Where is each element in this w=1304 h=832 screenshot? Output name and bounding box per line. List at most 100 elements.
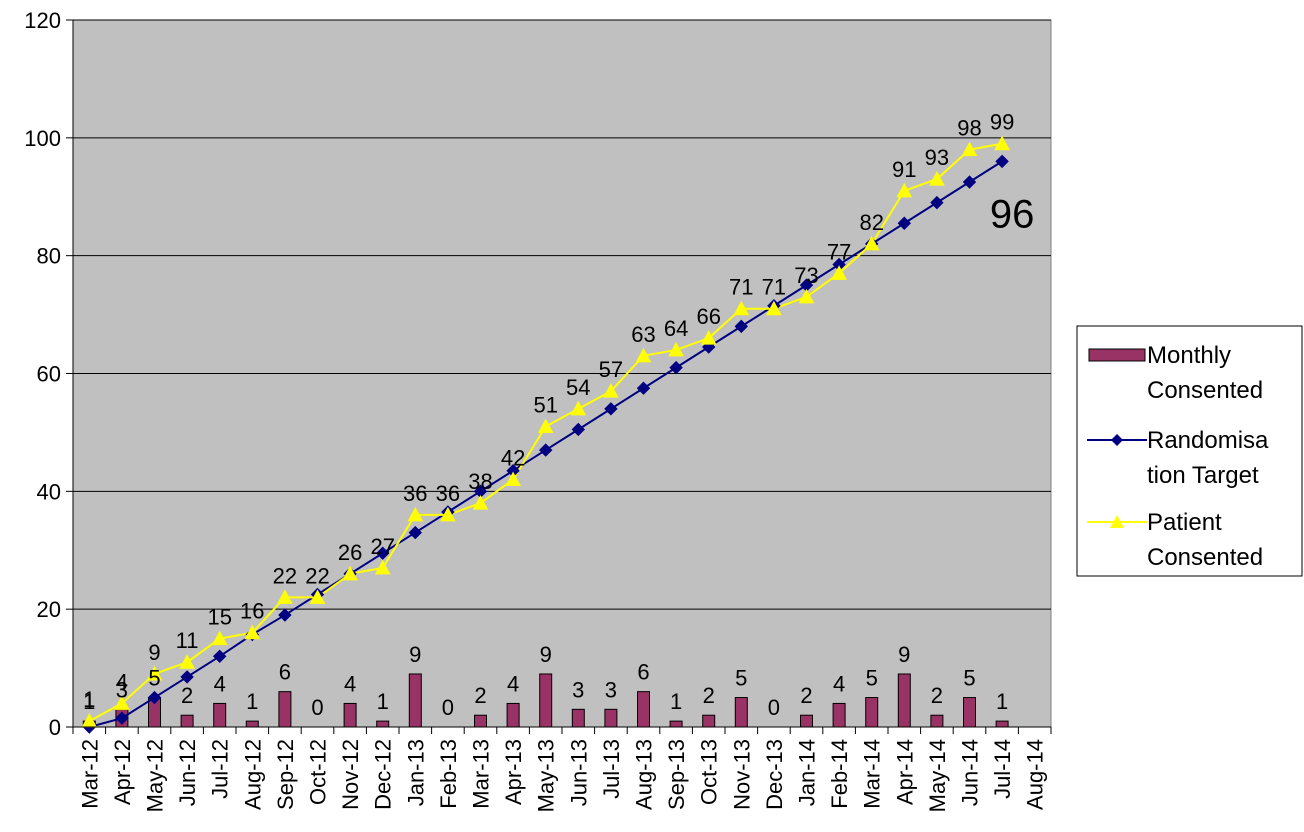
consented-value-label: 16 bbox=[240, 599, 264, 624]
consented-value-label: 26 bbox=[338, 540, 362, 565]
consented-value-label: 51 bbox=[533, 393, 557, 418]
y-tick-label: 40 bbox=[37, 479, 61, 504]
target-point bbox=[604, 402, 618, 416]
x-tick-label: Mar-13 bbox=[469, 739, 494, 809]
consented-value-label: 91 bbox=[892, 157, 916, 182]
consented-value-label: 93 bbox=[925, 145, 949, 170]
bar bbox=[930, 714, 944, 728]
consented-value-label: 36 bbox=[403, 481, 427, 506]
bar bbox=[963, 697, 976, 728]
y-tick-label: 100 bbox=[24, 126, 61, 151]
x-tick-label: Aug-12 bbox=[240, 739, 265, 810]
y-tick-label: 0 bbox=[49, 715, 61, 740]
x-tick-label: Aug-14 bbox=[1023, 739, 1048, 810]
consented-point bbox=[603, 383, 619, 398]
legend-items: Monthly Consented Randomisa tion Target Pati… bbox=[1087, 342, 1269, 571]
target-point bbox=[734, 319, 749, 334]
bar-value-label: 5 bbox=[866, 666, 878, 691]
x-tick-label: May-14 bbox=[925, 739, 950, 812]
bar-value-label: 3 bbox=[605, 677, 617, 702]
bar-value-label: 6 bbox=[279, 660, 291, 685]
consented-point bbox=[831, 265, 847, 280]
consented-value-label: 57 bbox=[599, 357, 623, 382]
legend-label: Consented bbox=[1147, 377, 1263, 404]
target-point bbox=[408, 525, 423, 540]
x-tick-label: Oct-13 bbox=[697, 739, 722, 805]
x-tick-label: Feb-14 bbox=[827, 739, 852, 809]
consented-point bbox=[472, 495, 489, 510]
consented-value-label: 38 bbox=[468, 469, 492, 494]
legend-label: Consented bbox=[1147, 544, 1263, 571]
bar bbox=[637, 691, 650, 728]
legend-label: Monthly bbox=[1147, 342, 1231, 369]
x-tick-label: Feb-13 bbox=[436, 739, 461, 809]
consented-value-label: 73 bbox=[794, 263, 818, 288]
bar-value-label: 0 bbox=[768, 695, 780, 720]
bar-value-label: 6 bbox=[637, 660, 649, 685]
consented-value-label: 64 bbox=[664, 316, 688, 341]
bar-value-label: 4 bbox=[833, 671, 845, 696]
target-point bbox=[375, 546, 390, 560]
legend-key-bar bbox=[1088, 348, 1146, 362]
bar-value-label: 0 bbox=[311, 695, 323, 720]
legend-label: Patient bbox=[1147, 509, 1222, 536]
target-point bbox=[278, 608, 292, 622]
x-tick-label: Jun-14 bbox=[958, 739, 983, 806]
bar-value-label: 5 bbox=[148, 666, 160, 691]
target-point bbox=[897, 216, 912, 230]
bar-value-label: 2 bbox=[703, 683, 715, 708]
consented-point bbox=[407, 506, 424, 522]
consented-point bbox=[635, 347, 652, 363]
consented-value-label: 54 bbox=[566, 375, 590, 400]
target-point bbox=[962, 175, 977, 189]
x-tick-label: Mar-14 bbox=[860, 739, 885, 809]
x-tick-label: Jul-14 bbox=[990, 739, 1015, 799]
consented-value-label: 63 bbox=[631, 322, 655, 347]
bar bbox=[604, 708, 618, 728]
target-point bbox=[669, 360, 683, 375]
x-tick-label: Dec-12 bbox=[371, 739, 396, 810]
bar-value-label: 1 bbox=[377, 689, 389, 714]
consented-value-label: 71 bbox=[762, 275, 786, 300]
consented-value-label: 98 bbox=[957, 116, 981, 141]
bar bbox=[995, 720, 1009, 728]
x-tick-label: Jul-13 bbox=[599, 739, 624, 799]
consented-point bbox=[863, 235, 880, 251]
bar-value-label: 1 bbox=[670, 689, 682, 714]
final-target-annotation: 96 bbox=[990, 192, 1035, 236]
legend-label: Randomisa bbox=[1147, 427, 1269, 454]
x-tick-label: Sep-13 bbox=[664, 739, 689, 810]
consented-value-label: 36 bbox=[436, 481, 460, 506]
monthly-consented-bars bbox=[82, 673, 1009, 728]
consented-point bbox=[700, 330, 717, 345]
bar bbox=[474, 714, 487, 728]
bar bbox=[408, 673, 422, 728]
bar-value-label: 9 bbox=[898, 642, 910, 667]
bar-value-label: 0 bbox=[442, 695, 454, 720]
bar bbox=[278, 691, 292, 728]
x-tick-label: May-12 bbox=[143, 739, 168, 812]
consented-point bbox=[211, 630, 228, 646]
bar-value-label: 2 bbox=[181, 683, 193, 708]
consented-point bbox=[668, 341, 684, 357]
consented-point bbox=[896, 182, 913, 198]
consented-value-label: 27 bbox=[370, 534, 394, 559]
bar-value-label: 9 bbox=[409, 642, 421, 667]
consented-value-label: 22 bbox=[273, 563, 297, 588]
x-tick-label: Mar-12 bbox=[77, 739, 102, 809]
bar bbox=[343, 702, 357, 728]
consented-point bbox=[798, 288, 815, 304]
target-point bbox=[147, 690, 162, 705]
x-tick-label: Apr-13 bbox=[501, 739, 526, 805]
legend-box bbox=[1076, 325, 1303, 577]
target-point bbox=[115, 711, 129, 725]
bar bbox=[245, 720, 259, 728]
x-tick-label: Nov-13 bbox=[729, 739, 754, 810]
consented-point bbox=[309, 589, 326, 604]
y-tick-label: 80 bbox=[37, 244, 61, 269]
consented-value-label: 4 bbox=[116, 669, 128, 694]
bar-value-label: 1 bbox=[246, 689, 258, 714]
consented-point bbox=[766, 300, 782, 316]
consented-value-label: 22 bbox=[305, 563, 329, 588]
